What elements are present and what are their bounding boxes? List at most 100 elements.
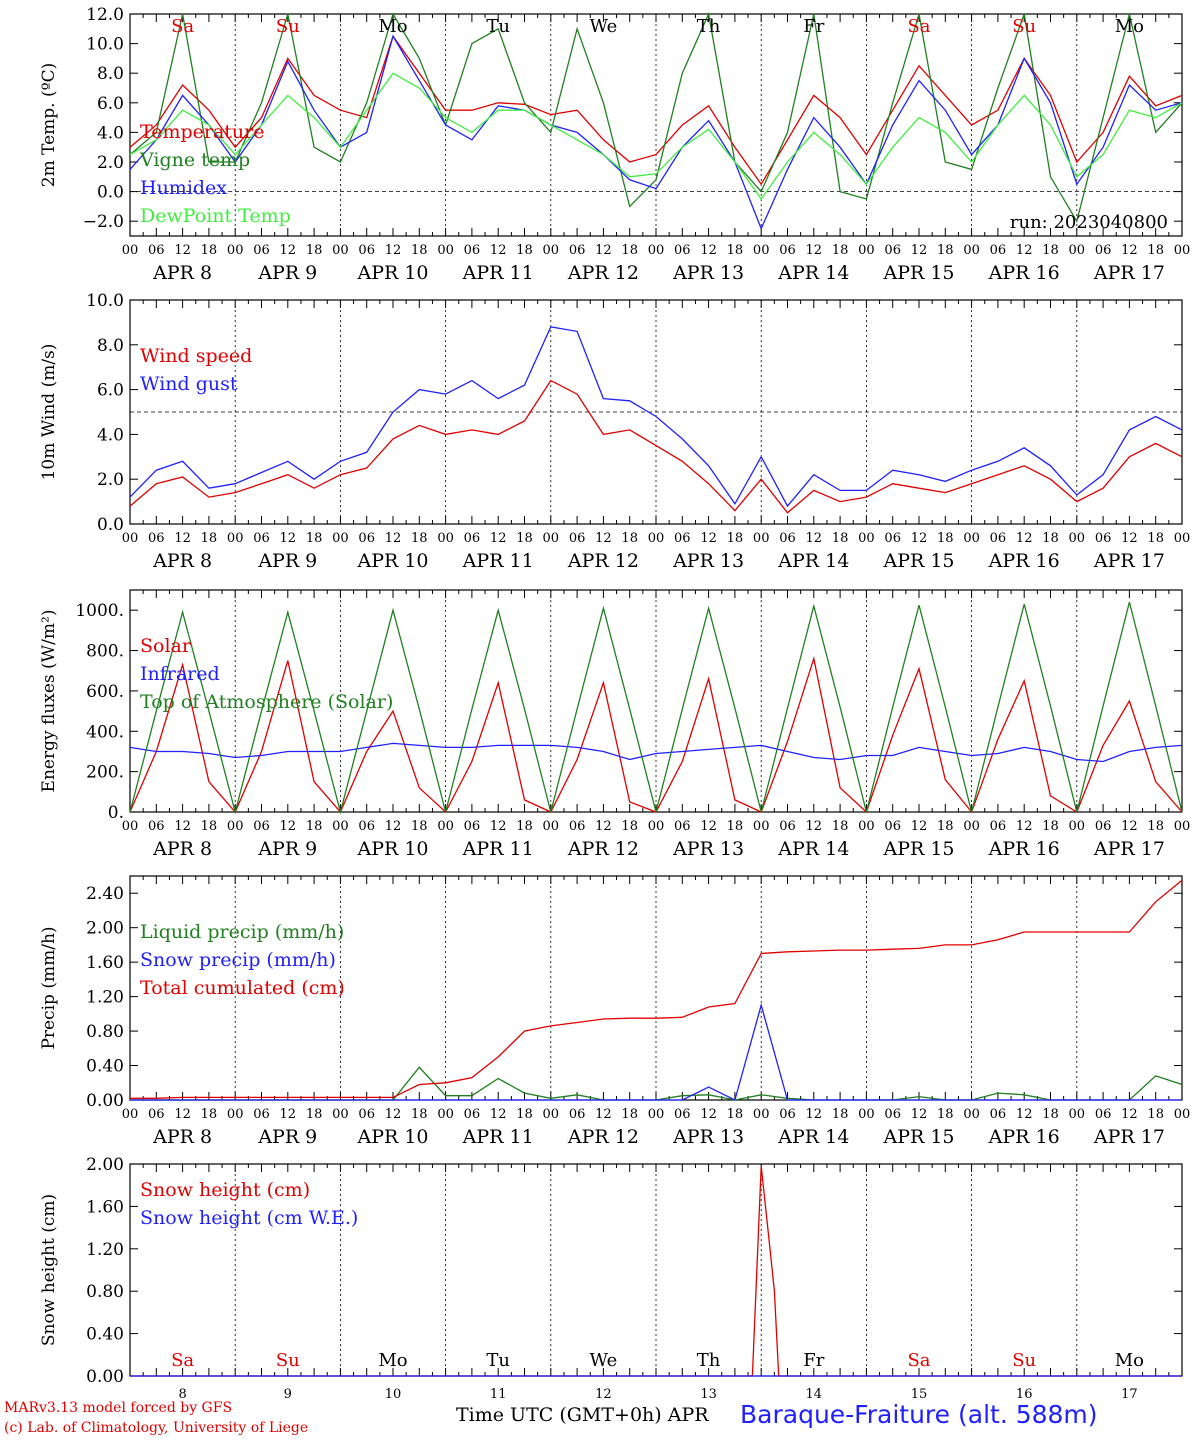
date-label: APR 16 [988,838,1060,860]
hour-tick-label: 00 [543,531,560,546]
y-tick-label: −2.0 [83,212,124,232]
date-label: APR 12 [567,262,639,284]
hour-tick-label: 18 [516,243,533,258]
lab-credit: (c) Lab. of Climatology, University of L… [4,1420,309,1436]
hour-tick-label: 00 [753,243,770,258]
hour-tick-label: 06 [1095,819,1112,834]
hour-tick-label: 00 [227,531,244,546]
hour-tick-label: 18 [832,1107,849,1122]
y-tick-label: 4.0 [97,123,124,143]
weekday-label: Sa [171,16,194,37]
hour-tick-label: 00 [543,243,560,258]
hour-tick-label: 06 [358,243,375,258]
date-label: APR 14 [777,1126,849,1148]
y-tick-label: 400. [86,722,124,742]
hour-tick-label: 00 [648,1107,665,1122]
hour-tick-label: 00 [963,243,980,258]
y-tick-label: 200. [86,763,124,783]
legend-entry: Snow precip (mm/h) [140,949,336,971]
hour-tick-label: 18 [1042,819,1059,834]
y-tick-label: 2.00 [86,1155,124,1175]
hour-tick-label: 06 [253,819,270,834]
date-label: APR 13 [672,262,744,284]
hour-tick-label: 18 [621,819,638,834]
panel-4 [129,875,1183,1101]
hour-tick-label: 06 [253,1107,270,1122]
hour-tick-label: 12 [700,531,717,546]
date-label: APR 12 [567,550,639,572]
hour-tick-label: 06 [148,819,165,834]
hour-tick-label: 12 [595,243,612,258]
day-number-label: 11 [490,1387,507,1402]
legend-entry: Solar [140,635,192,657]
hour-tick-label: 12 [700,819,717,834]
y-tick-label: 2.0 [97,470,124,490]
day-number-label: 10 [385,1387,402,1402]
hour-tick-label: 00 [122,531,139,546]
hour-tick-label: 00 [1069,819,1086,834]
hour-tick-label: 06 [253,531,270,546]
station-title: Baraque-Fraiture (alt. 588m) [740,1400,1098,1429]
hour-tick-label: 00 [332,1107,349,1122]
legend-entry: Total cumulated (cm) [140,977,345,999]
hour-tick-label: 00 [1174,243,1191,258]
date-label: APR 15 [882,550,954,572]
weekday-label: We [590,16,618,37]
hour-tick-label: 12 [490,1107,507,1122]
day-number-label: 14 [806,1387,823,1402]
weekday-label: Su [1012,16,1036,37]
hour-tick-label: 18 [411,819,428,834]
hour-tick-label: 18 [516,531,533,546]
model-credit: MARv3.13 model forced by GFS [4,1400,233,1416]
series-line [129,34,1183,231]
hour-tick-label: 18 [1147,531,1164,546]
legend-entry: Humidex [140,177,227,199]
date-label: APR 16 [988,550,1060,572]
hour-tick-label: 00 [122,819,139,834]
hour-tick-label: 18 [306,819,323,834]
date-label: APR 8 [152,838,212,860]
hour-tick-label: 12 [806,1107,823,1122]
series-line [129,72,1183,201]
hour-tick-label: 00 [1174,531,1191,546]
y-tick-label: 1.60 [86,953,124,973]
y-axis-label: Energy fluxes (W/m²) [39,610,59,793]
hour-tick-label: 06 [148,1107,165,1122]
hour-tick-label: 00 [1174,819,1191,834]
hour-tick-label: 18 [1147,243,1164,258]
hour-tick-label: 18 [937,243,954,258]
date-label: APR 14 [777,550,849,572]
hour-tick-label: 06 [358,531,375,546]
hour-tick-label: 00 [1174,1107,1191,1122]
hour-tick-label: 12 [1121,819,1138,834]
hour-tick-label: 12 [595,1107,612,1122]
series-line [129,742,1183,763]
day-number-label: 17 [1121,1387,1138,1402]
hour-tick-label: 12 [174,819,191,834]
series-line [129,379,1183,514]
hour-tick-label: 06 [148,243,165,258]
hour-tick-label: 12 [385,819,402,834]
panel-2 [129,299,1183,525]
date-label: APR 9 [257,550,317,572]
y-tick-label: 2.00 [86,919,124,939]
legend-entry: Snow height (cm W.E.) [140,1207,358,1229]
hour-tick-label: 06 [674,243,691,258]
y-tick-label: 1.60 [86,1197,124,1217]
hour-tick-label: 06 [674,531,691,546]
date-label: APR 10 [356,838,428,860]
date-label: APR 8 [152,1126,212,1148]
x-axis-title: Time UTC (GMT+0h) APR [456,1404,709,1426]
hour-tick-label: 12 [911,819,928,834]
hour-tick-label: 00 [963,1107,980,1122]
weekday-label: Mo [378,16,407,37]
hour-tick-label: 12 [700,1107,717,1122]
hour-tick-label: 12 [490,243,507,258]
hour-tick-label: 12 [174,243,191,258]
hour-tick-label: 18 [201,1107,218,1122]
y-tick-label: 8.0 [97,336,124,356]
weekday-label: Fr [803,1350,824,1371]
hour-tick-label: 06 [569,243,586,258]
legend-entry: Temperature [140,121,264,143]
